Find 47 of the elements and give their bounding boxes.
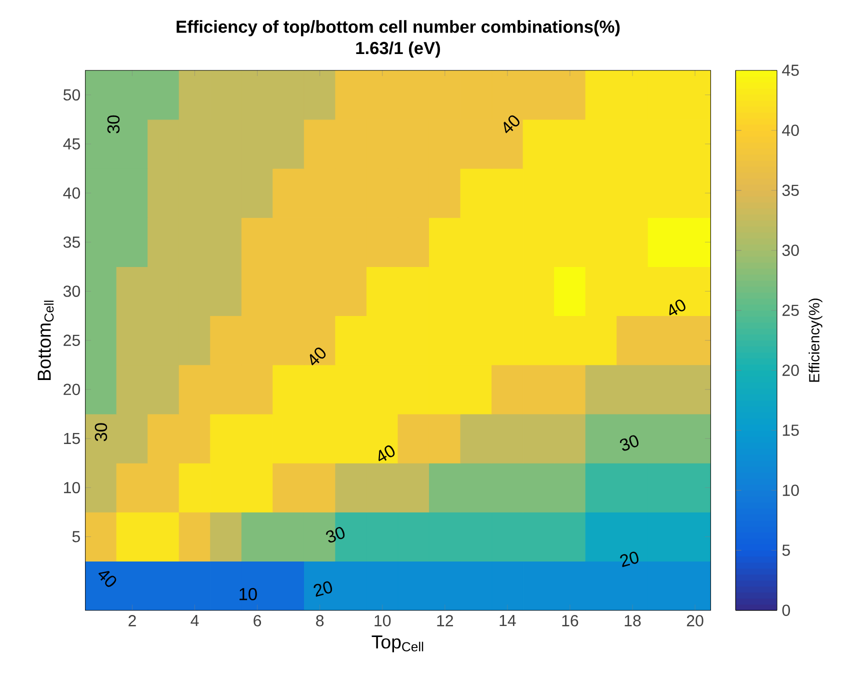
annotation: 20: [314, 581, 332, 597]
color-bar-label: 45: [782, 64, 799, 76]
y-tick-label: 25: [64, 334, 80, 346]
annotation: 40: [669, 300, 686, 316]
y-axis-title: Bottom$_{Cell}$: [38, 300, 54, 380]
annotation: 30: [94, 423, 108, 442]
x-tick-label: 14: [500, 615, 516, 626]
x-axis-title: Top$_{Cell}$: [372, 636, 424, 652]
annotation: 40: [310, 348, 326, 366]
y-tick-label: 30: [63, 286, 80, 297]
color-bar-label: 25: [782, 304, 799, 316]
annotation: 30: [620, 435, 638, 451]
x-tick-label: 18: [624, 615, 641, 626]
color-bar-label: 10: [782, 484, 799, 496]
annotation: 40: [504, 115, 520, 134]
x-tick-label: 16: [562, 615, 578, 626]
color-bar-title: Efficiency(%): [808, 298, 822, 382]
annotation: 10: [240, 588, 257, 600]
color-bar-label: 0: [782, 604, 790, 616]
x-tick-label: 2: [128, 615, 136, 626]
x-tick-label: 8: [316, 615, 324, 626]
y-tick-label: 45: [63, 138, 80, 150]
color-bar-label: 40: [782, 124, 799, 136]
annotation: 30: [107, 115, 120, 134]
annotation: 40: [378, 445, 395, 462]
y-tick-label: 10: [64, 482, 80, 494]
x-tick-label: 6: [254, 615, 262, 626]
y-tick-label: 15: [64, 432, 80, 444]
color-bar-label: 20: [782, 364, 799, 376]
color-bar-label: 15: [782, 424, 799, 436]
y-tick-label: 35: [63, 236, 80, 248]
x-tick-label: 10: [374, 615, 391, 626]
y-tick-label: 5: [72, 531, 80, 542]
color-bar-label: 30: [782, 244, 799, 256]
annotation: 30: [326, 527, 345, 543]
y-tick-label: 20: [64, 384, 80, 396]
annotation: 20: [620, 552, 638, 568]
color-bar-label: 35: [782, 184, 799, 196]
chart-title: Efficiency of top/bottom cell number combinations(%): [176, 20, 620, 36]
x-tick-label: 4: [190, 615, 199, 626]
annotation: 40: [98, 571, 116, 587]
x-tick-label: 12: [437, 615, 453, 626]
color-bar-label: 5: [782, 544, 790, 556]
chart-subtitle: 1.63/1 (eV): [356, 41, 440, 58]
y-tick-label: 50: [63, 89, 80, 101]
y-tick-label: 40: [63, 187, 80, 199]
x-tick-label: 20: [686, 615, 704, 626]
